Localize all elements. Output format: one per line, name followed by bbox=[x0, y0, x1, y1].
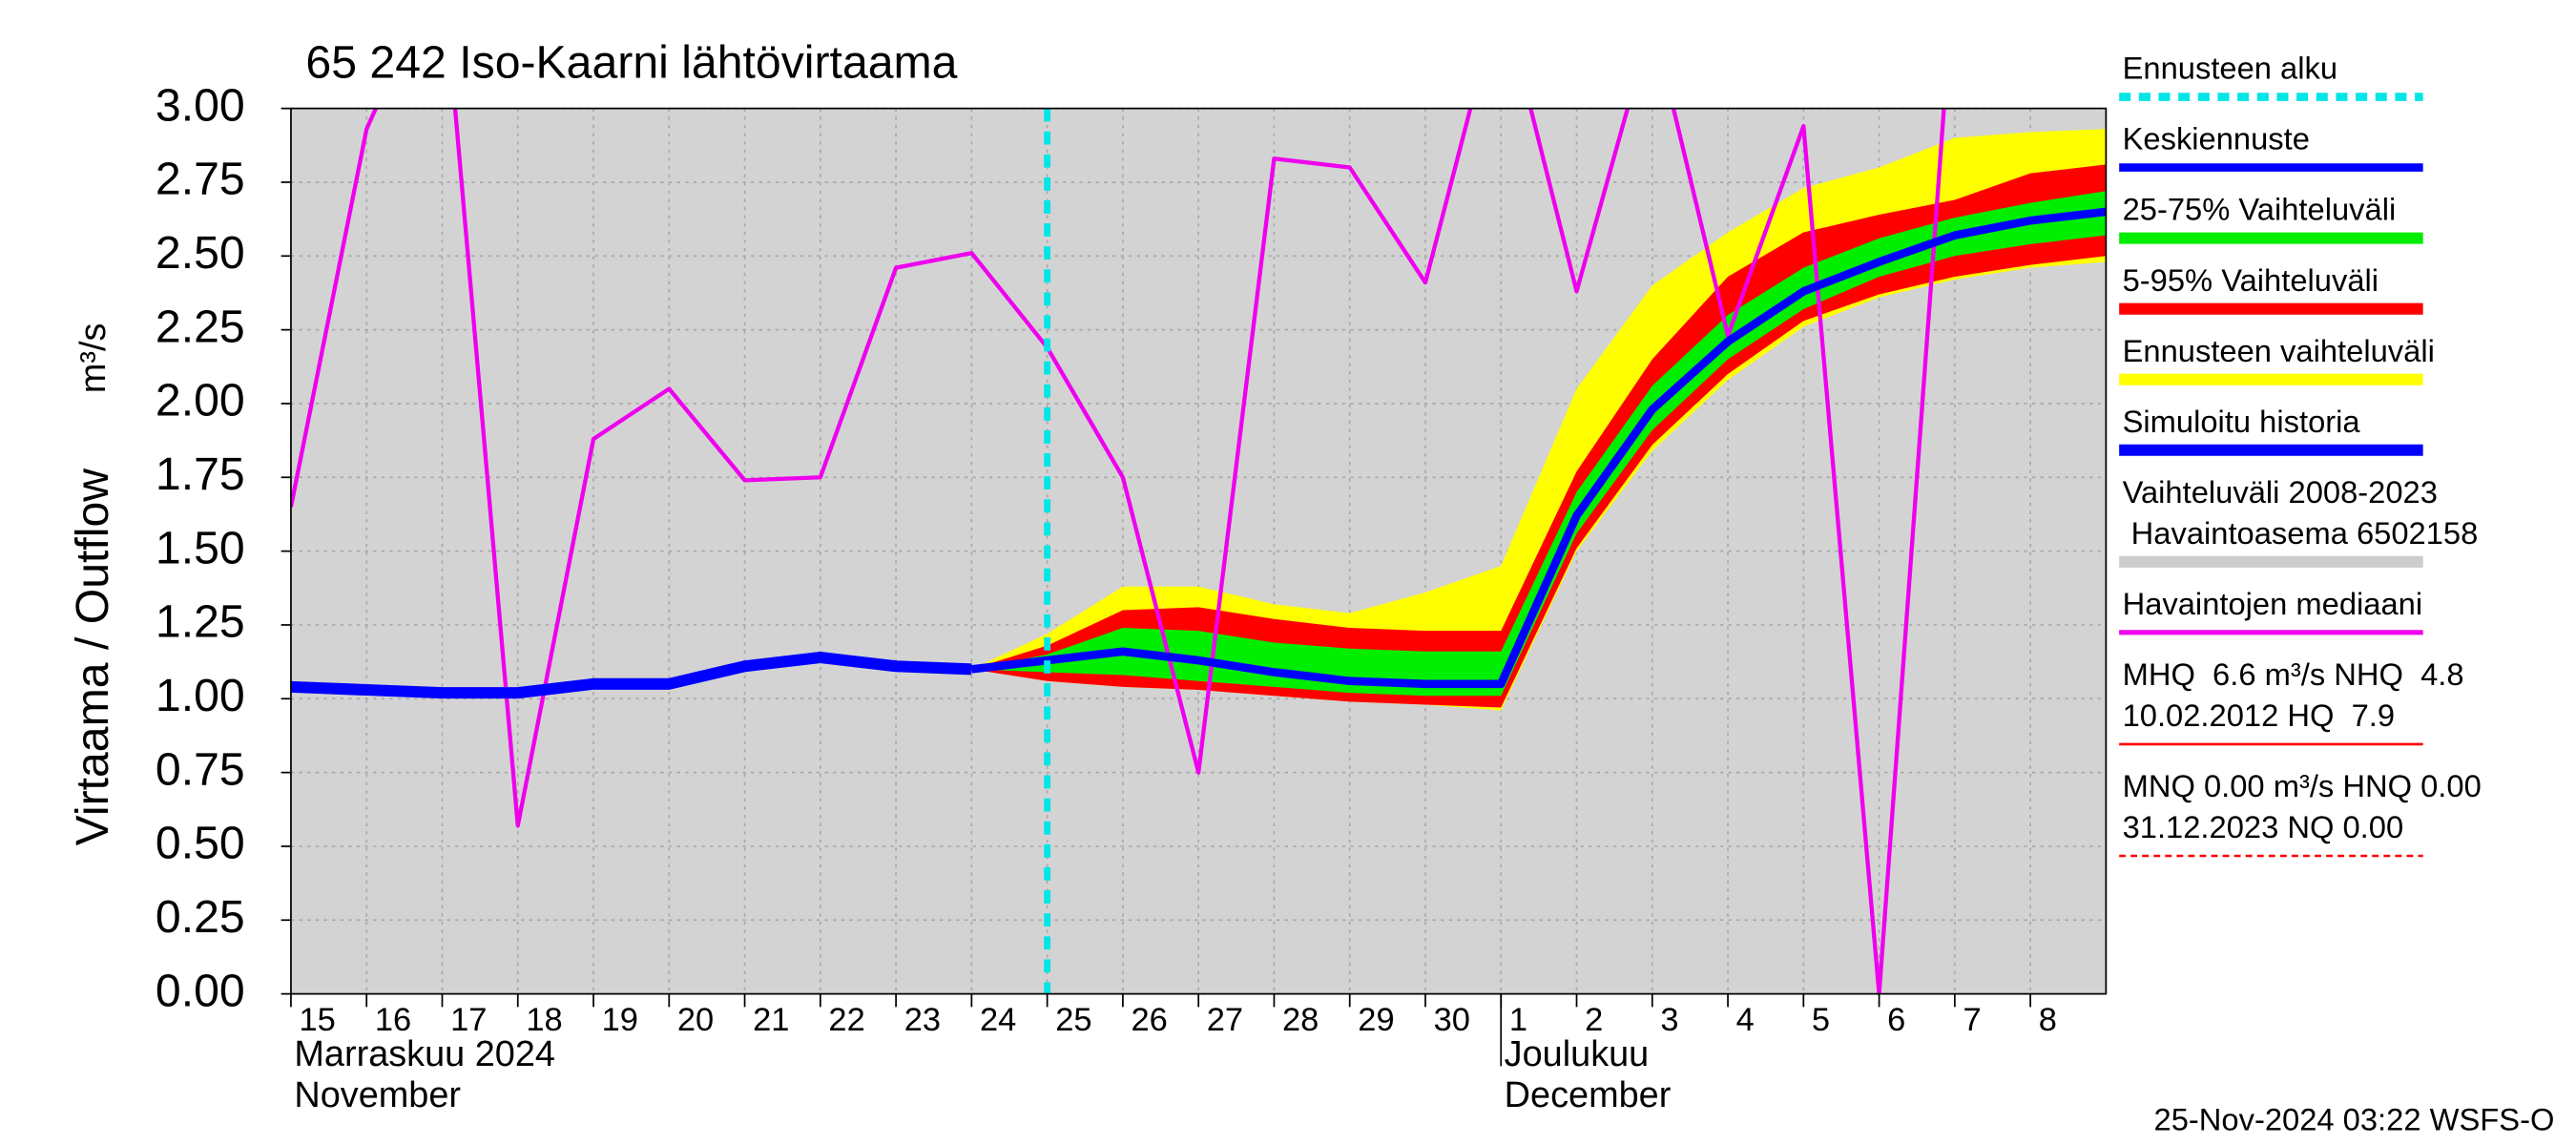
legend-label: MNQ 0.00 m³/s HNQ 0.00 bbox=[2123, 768, 2482, 803]
y-tick-label: 0.50 bbox=[156, 818, 245, 869]
x-tick-label: 25 bbox=[1055, 1002, 1091, 1038]
legend-label: 10.02.2012 HQ 7.9 bbox=[2123, 697, 2395, 733]
month-label: December bbox=[1505, 1075, 1672, 1115]
x-tick-label: 7 bbox=[1963, 1002, 1981, 1038]
x-tick-label: 3 bbox=[1660, 1002, 1678, 1038]
x-tick-label: 18 bbox=[526, 1002, 562, 1038]
plot-frame bbox=[290, 107, 2108, 995]
y-tick-label: 2.25 bbox=[156, 301, 245, 352]
series-line bbox=[290, 108, 1946, 994]
y-axis-label: Virtaama / Outflow bbox=[67, 468, 118, 846]
x-tick-label: 23 bbox=[904, 1002, 941, 1038]
x-tick-label: 29 bbox=[1358, 1002, 1394, 1038]
y-axis-unit: m³/s bbox=[73, 323, 114, 394]
x-tick-label: 21 bbox=[753, 1002, 789, 1038]
legend-label: Havaintoasema 6502158 bbox=[2123, 515, 2479, 551]
y-tick-label: 2.00 bbox=[156, 375, 245, 427]
chart-title: 65 242 Iso-Kaarni lähtövirtaama bbox=[305, 37, 957, 89]
x-tick-label: 1 bbox=[1509, 1002, 1527, 1038]
month-label: Joulukuu bbox=[1505, 1034, 1650, 1074]
x-tick-label: 4 bbox=[1736, 1002, 1755, 1038]
legend-label: Keskiennuste bbox=[2123, 121, 2310, 156]
y-tick-label: 3.00 bbox=[156, 79, 245, 131]
legend-label: 25-75% Vaihteluväli bbox=[2123, 192, 2397, 227]
month-label: November bbox=[294, 1075, 461, 1115]
legend-label: Simuloitu historia bbox=[2123, 404, 2361, 439]
x-tick-label: 17 bbox=[450, 1002, 487, 1038]
plot-data bbox=[290, 108, 2107, 994]
month-label: Marraskuu 2024 bbox=[294, 1034, 555, 1074]
legend-label: MHQ 6.6 m³/s NHQ 4.8 bbox=[2123, 656, 2464, 692]
y-tick-label: 1.25 bbox=[156, 596, 245, 648]
y-tick-label: 1.00 bbox=[156, 670, 245, 721]
y-tick-label: 0.00 bbox=[156, 965, 245, 1016]
y-tick-label: 2.50 bbox=[156, 227, 245, 279]
x-tick-label: 19 bbox=[602, 1002, 638, 1038]
legend-label: Havaintojen mediaani bbox=[2123, 586, 2423, 621]
x-tick-label: 22 bbox=[828, 1002, 864, 1038]
x-tick-label: 24 bbox=[980, 1002, 1016, 1038]
x-tick-label: 30 bbox=[1434, 1002, 1470, 1038]
x-tick-label: 5 bbox=[1812, 1002, 1830, 1038]
x-tick-label: 27 bbox=[1207, 1002, 1243, 1038]
y-tick-label: 1.50 bbox=[156, 522, 245, 573]
y-tick-label: 2.75 bbox=[156, 154, 245, 205]
legend-label: 31.12.2023 NQ 0.00 bbox=[2123, 809, 2404, 844]
x-tick-label: 15 bbox=[300, 1002, 336, 1038]
footer: 25-Nov-2024 03:22 WSFS-O bbox=[2154, 1102, 2555, 1137]
legend-label: Ennusteen alku bbox=[2123, 51, 2337, 86]
y-tick-label: 0.25 bbox=[156, 891, 245, 943]
x-tick-label: 6 bbox=[1887, 1002, 1905, 1038]
legend-label: Ennusteen vaihteluväli bbox=[2123, 333, 2435, 368]
x-tick-label: 16 bbox=[375, 1002, 411, 1038]
series-line bbox=[970, 207, 2107, 689]
y-tick-label: 0.75 bbox=[156, 743, 245, 795]
legend-label: Vaihteluväli 2008-2023 bbox=[2123, 474, 2438, 510]
x-tick-label: 26 bbox=[1132, 1002, 1168, 1038]
x-tick-label: 28 bbox=[1282, 1002, 1319, 1038]
y-tick-label: 1.75 bbox=[156, 448, 245, 500]
series-line bbox=[290, 651, 972, 699]
x-tick-label: 20 bbox=[677, 1002, 714, 1038]
x-tick-label: 8 bbox=[2039, 1002, 2057, 1038]
legend-label: 5-95% Vaihteluväli bbox=[2123, 262, 2379, 298]
x-tick-label: 2 bbox=[1585, 1002, 1603, 1038]
